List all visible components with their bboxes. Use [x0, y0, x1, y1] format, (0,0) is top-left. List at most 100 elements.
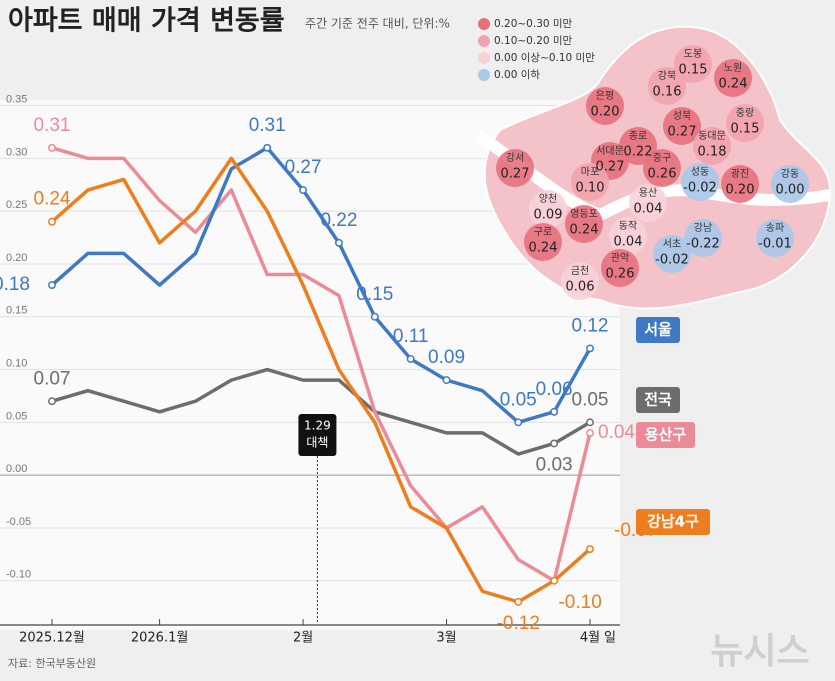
district [529, 190, 567, 228]
district-name: 도봉 [684, 48, 702, 60]
district-name: 마포 [581, 166, 599, 178]
district-value: 0.10 [576, 181, 605, 196]
point [48, 281, 56, 290]
legend-tag [636, 509, 710, 535]
district-name: 금천 [571, 265, 589, 277]
y-tick-label: 0.20 [6, 252, 27, 264]
district-value: 0.20 [726, 183, 755, 198]
district-name: 은평 [596, 90, 614, 102]
x-tick-label: 2025.12월 [19, 631, 85, 646]
district [619, 127, 657, 165]
x-tick-label: 2월 [293, 631, 313, 646]
district-value: 0.00 [776, 183, 805, 198]
district [663, 107, 701, 145]
point [370, 312, 379, 321]
value-label: 0.22 [320, 210, 357, 231]
district [601, 249, 639, 287]
x-tick-label: 3월 [436, 631, 456, 646]
value-label: -0.10 [558, 592, 601, 613]
district-value: 0.04 [614, 235, 643, 250]
point [586, 545, 594, 554]
point [586, 344, 594, 353]
district-name: 송파 [766, 222, 784, 234]
point [48, 217, 56, 226]
district-name: 동대문 [698, 130, 726, 142]
series-line [51, 146, 592, 583]
district-name: 서초 [663, 238, 681, 250]
district-value: 0.27 [668, 125, 697, 140]
district [496, 149, 534, 187]
district-value: 0.26 [606, 267, 635, 282]
map-legend-swatch [478, 18, 490, 30]
point [406, 355, 415, 363]
district [609, 217, 647, 255]
point [48, 397, 56, 406]
district-value: 0.16 [653, 85, 682, 100]
district-name: 양천 [539, 193, 557, 205]
district-value: 0.22 [624, 145, 653, 160]
annotation-text: 대책 [306, 435, 328, 450]
district-name: 구로 [534, 227, 552, 238]
district-name: 관악 [611, 252, 629, 264]
district-name: 성동 [691, 166, 709, 178]
value-label: 0.31 [249, 115, 286, 136]
annotation-box [298, 414, 337, 456]
series-line [51, 367, 591, 456]
district-name: 서대문 [596, 145, 624, 157]
value-label: 0.04 [598, 422, 635, 443]
district [653, 235, 691, 273]
district-name: 강남 [694, 222, 712, 234]
value-label: 0.18 [0, 274, 30, 295]
chart-subtitle: 주간 기준 전주 대비, 단위:% [305, 17, 450, 31]
map-legend-swatch [478, 35, 490, 47]
x-tick-label: 4월 [580, 631, 600, 646]
district [721, 165, 759, 203]
district-value: 0.20 [591, 105, 620, 120]
x-axis-label: 일 [604, 631, 616, 646]
district [674, 45, 712, 83]
district-name: 강북 [658, 70, 676, 82]
point [334, 238, 343, 247]
district-value: 0.26 [648, 167, 677, 182]
watermark: 뉴시스 [710, 631, 809, 672]
legend-label: 강남4구 [647, 513, 699, 531]
point [550, 576, 559, 585]
district-value: 0.27 [596, 160, 625, 175]
district-value: -0.01 [758, 237, 792, 252]
map-legend-label: 0.00 이상~0.10 미만 [494, 52, 595, 64]
point [48, 143, 56, 152]
district-value: 0.15 [731, 122, 760, 137]
y-tick-label: 0.30 [6, 146, 27, 158]
district [565, 205, 603, 243]
y-tick-label: 0.00 [6, 463, 27, 475]
value-label: 0.27 [285, 157, 322, 178]
value-label: 0.12 [572, 315, 609, 336]
point [514, 418, 523, 427]
series-line [50, 156, 592, 604]
district-name: 종로 [629, 130, 647, 142]
district-name: 성북 [673, 110, 691, 122]
district-value: 0.27 [501, 167, 530, 182]
district-name: 광진 [731, 168, 749, 180]
value-label: 0.03 [536, 454, 573, 475]
point [550, 439, 559, 448]
district-name: 영등포 [570, 208, 598, 220]
y-tick-label: 0.25 [6, 199, 27, 211]
value-label: 0.11 [393, 326, 429, 347]
district-name: 동작 [619, 220, 637, 232]
district-value: 0.18 [698, 145, 727, 160]
district-name: 강서 [506, 152, 524, 164]
legend-tag [636, 422, 695, 448]
district-value: 0.24 [529, 241, 558, 256]
district [693, 127, 731, 165]
value-label: 0.31 [34, 115, 71, 136]
map-legend-swatch [478, 69, 490, 81]
map: 도봉 0.15 노원 0.24 강북 0.16 은평 0.20 성북 0.27 중랑 0.15 종로 0.… [474, 18, 832, 310]
district [586, 87, 624, 125]
legend-label: 용산구 [645, 426, 687, 444]
legend-label: 서울 [644, 321, 672, 339]
point [263, 143, 272, 152]
point [586, 418, 594, 427]
district [771, 165, 809, 203]
